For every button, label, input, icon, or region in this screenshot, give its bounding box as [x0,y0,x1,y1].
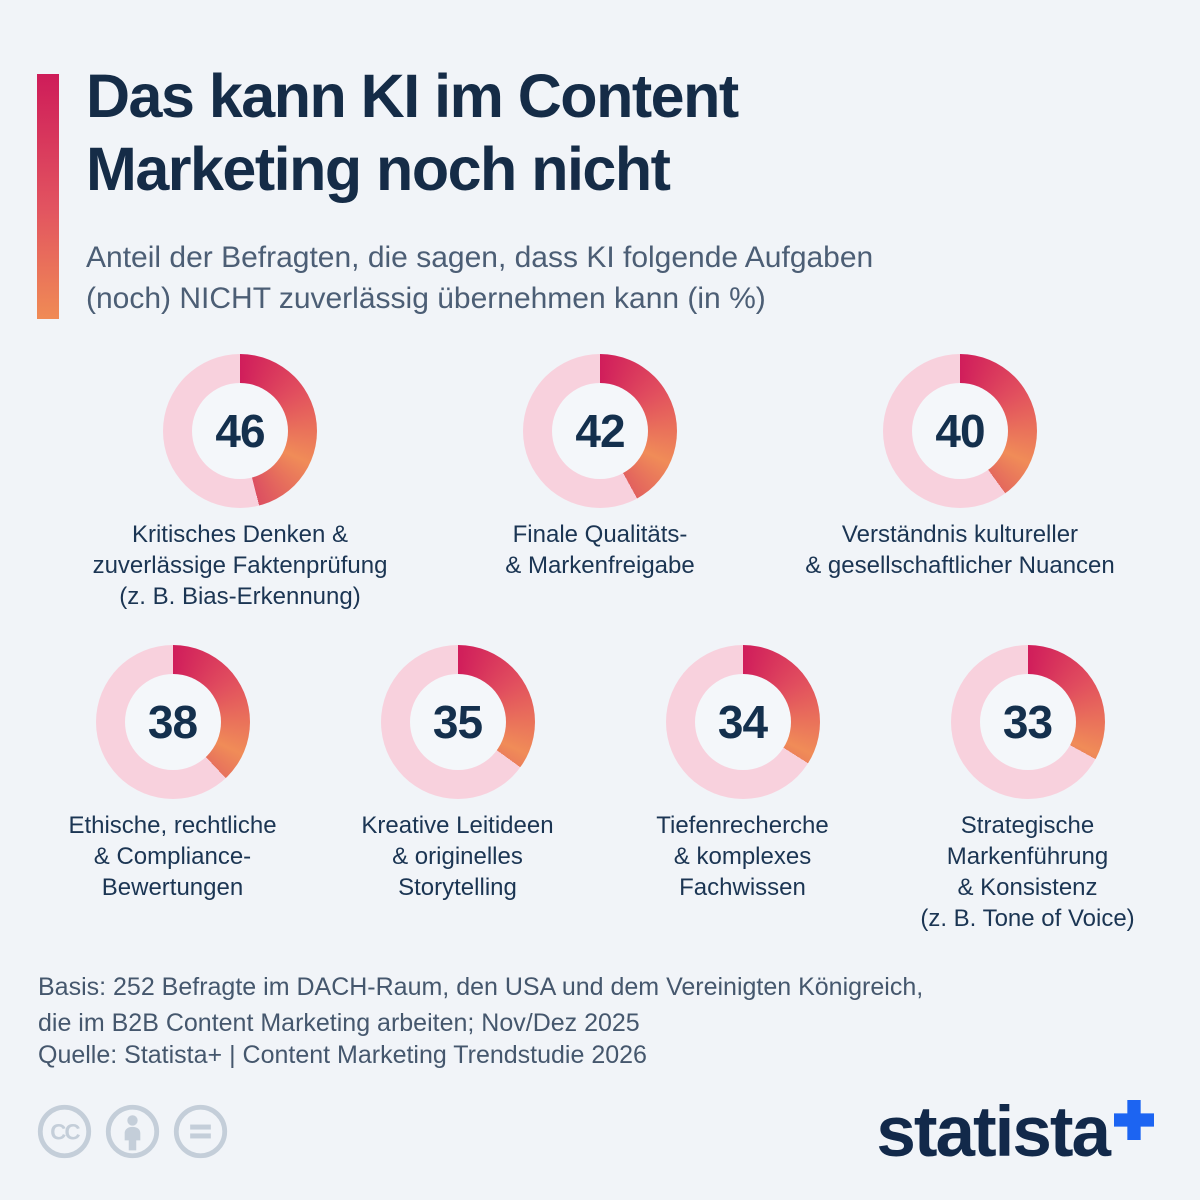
page-subtitle: Anteil der Befragten, die sagen, dass KI… [86,241,874,315]
svg-text:CC: CC [50,1120,80,1145]
donut-value: 33 [1002,696,1053,748]
license-icons: CC [36,1103,229,1165]
donut-chart: 33 [950,645,1105,799]
donut-value: 34 [717,696,768,748]
donut-label: Kritisches Denken & zuverlässige Faktenp… [92,521,388,610]
donut-chart: 38 [95,645,250,799]
donut-card: 40 Verständnis kultureller & gesellschaf… [780,354,1140,612]
accent-bar [37,74,59,319]
donut-value: 42 [575,405,625,457]
donut-card: 42 Finale Qualitäts- & Markenfreigabe [420,354,780,612]
source-note: Quelle: Statista+ | Content Marketing Tr… [38,1041,647,1069]
basis-note: Basis: 252 Befragte im DACH-Raum, den US… [38,973,924,1037]
attribution-icon [104,1103,161,1165]
donut-row-bottom: 38 Ethische, rechtliche & Compliance- Be… [30,645,1170,934]
donut-card: 38 Ethische, rechtliche & Compliance- Be… [30,645,315,934]
donut-value: 40 [935,405,985,457]
donut-card: 34 Tiefenrecherche & komplexes Fachwisse… [600,645,885,934]
donut-label: Finale Qualitäts- & Markenfreigabe [505,521,695,579]
donut-label: Kreative Leitideen & originelles Storyte… [361,812,554,901]
donut-chart: 34 [665,645,820,799]
statista-logo: statista [876,1097,1154,1168]
plus-icon [1114,1100,1154,1145]
donut-chart: 42 [523,354,677,508]
donut-card: 35 Kreative Leitideen & originelles Stor… [315,645,600,934]
donut-label: Strategische Markenführung & Konsistenz … [920,812,1135,932]
statista-logo-text: statista [876,1093,1111,1172]
donut-card: 46 Kritisches Denken & zuverlässige Fakt… [60,354,420,612]
donut-label: Ethische, rechtliche & Compliance- Bewer… [68,812,277,901]
page-title: Das kann KI im Content Marketing noch ni… [86,62,739,203]
donut-chart: 40 [883,354,1037,508]
donut-chart: 46 [163,354,317,508]
donut-value: 35 [432,696,483,748]
donut-value: 38 [147,696,198,748]
cc-icon: CC [36,1103,93,1165]
donut-label: Tiefenrecherche & komplexes Fachwissen [656,812,829,901]
donut-label: Verständnis kultureller & gesellschaftli… [805,521,1115,579]
donut-chart: 35 [380,645,535,799]
donut-value: 46 [215,405,265,457]
donut-row-top: 46 Kritisches Denken & zuverlässige Fakt… [60,354,1140,612]
no-derivatives-icon [172,1103,229,1165]
donut-card: 33 Strategische Markenführung & Konsiste… [885,645,1170,934]
